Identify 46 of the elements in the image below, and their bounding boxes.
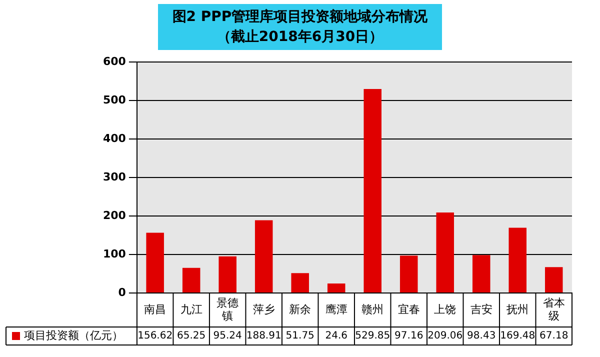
x-tick-label: 南昌 xyxy=(144,302,166,316)
x-tick-label: 景德镇 xyxy=(216,296,239,322)
y-tick-label: 500 xyxy=(102,93,126,106)
bar xyxy=(327,284,346,292)
y-tick-label: 400 xyxy=(102,132,126,145)
x-tick-label: 上饶 xyxy=(434,302,456,316)
bar xyxy=(254,220,273,292)
x-tick-label: 鹰潭 xyxy=(325,302,348,316)
x-tick-label: 抚州 xyxy=(506,302,529,316)
bar xyxy=(218,256,236,292)
data-label: 67.18 xyxy=(540,330,568,342)
bar xyxy=(544,267,563,292)
bar xyxy=(182,268,200,292)
data-label: 95.24 xyxy=(213,330,242,342)
data-label: 65.25 xyxy=(177,330,206,342)
y-tick-label: 0 xyxy=(118,286,126,299)
legend-label: 项目投资额（亿元） xyxy=(24,328,123,342)
y-tick-label: 200 xyxy=(102,208,126,222)
chart-title: 图2 PPP管理库项目投资额地域分布情况 xyxy=(172,8,428,27)
bar xyxy=(400,256,418,292)
x-tick-label: 萍乡 xyxy=(252,302,275,316)
data-label: 156.62 xyxy=(138,330,173,342)
y-tick-label: 600 xyxy=(102,54,126,68)
bar xyxy=(472,255,490,292)
data-label: 209.06 xyxy=(428,330,463,342)
data-label: 51.75 xyxy=(286,330,314,342)
x-tick-label: 赣州 xyxy=(362,302,384,316)
data-label: 169.48 xyxy=(500,330,536,342)
bar xyxy=(291,273,309,292)
x-tick-label: 吉安 xyxy=(470,302,492,316)
data-label: 529.85 xyxy=(355,330,390,342)
data-label: 98.43 xyxy=(467,330,496,342)
x-tick-label: 九江 xyxy=(180,302,202,316)
bar xyxy=(436,212,454,292)
x-tick-label: 省本级 xyxy=(542,296,565,322)
data-label: 97.16 xyxy=(394,330,424,342)
y-tick-label: 100 xyxy=(102,247,126,260)
bar xyxy=(146,232,164,292)
bar xyxy=(508,228,526,292)
data-label: 24.6 xyxy=(325,330,348,342)
y-tick-label: 300 xyxy=(102,170,126,184)
data-label: 188.91 xyxy=(246,330,282,342)
x-tick-label: 新余 xyxy=(289,302,312,316)
chart-subtitle: （截止2018年6月30日） xyxy=(216,28,384,47)
bar xyxy=(364,89,382,292)
x-tick-label: 宜春 xyxy=(398,302,420,316)
